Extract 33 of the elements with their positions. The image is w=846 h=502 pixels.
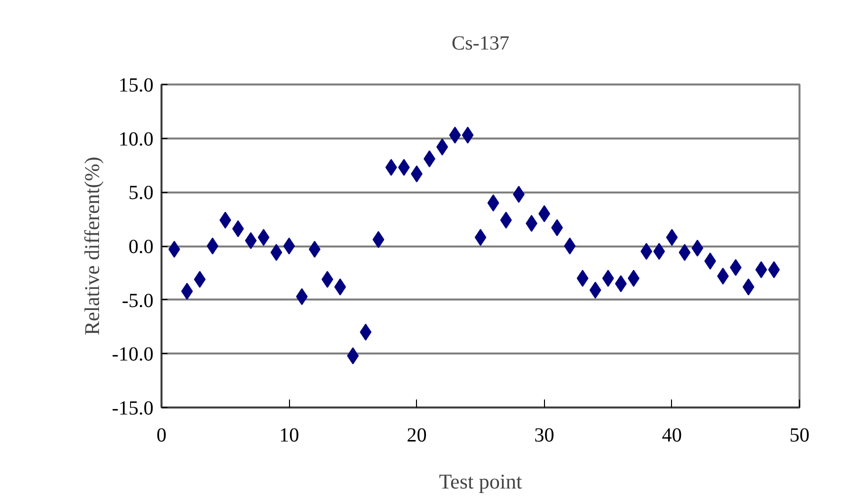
point bbox=[194, 270, 206, 288]
point bbox=[487, 194, 500, 212]
point bbox=[704, 252, 716, 270]
x-tick-label: 10 bbox=[279, 424, 300, 446]
point bbox=[755, 261, 768, 278]
point bbox=[512, 186, 525, 203]
point bbox=[206, 238, 218, 254]
y-tick-label: -5.0 bbox=[122, 290, 154, 312]
x-tick-label: 50 bbox=[790, 424, 810, 446]
x-tick-label: 30 bbox=[534, 424, 554, 446]
point bbox=[564, 238, 576, 254]
x-tick-label: 0 bbox=[156, 424, 166, 446]
y-tick-label: -15.0 bbox=[112, 398, 154, 420]
x-axis-title: Test point bbox=[438, 470, 522, 494]
y-tick-label: 0.0 bbox=[128, 236, 154, 258]
chart-title: Cs-137 bbox=[452, 32, 510, 54]
y-tick-label: -10.0 bbox=[112, 344, 154, 366]
point bbox=[385, 158, 398, 176]
x-tick-label: 40 bbox=[662, 424, 682, 446]
x-tick-label: 20 bbox=[406, 424, 427, 446]
point bbox=[168, 240, 180, 258]
point bbox=[244, 232, 257, 250]
y-tick-label: 5.0 bbox=[128, 182, 154, 204]
point bbox=[462, 126, 474, 144]
y-axis-title: Relative different(%) bbox=[80, 156, 104, 336]
point bbox=[219, 212, 232, 229]
point bbox=[410, 165, 423, 182]
point bbox=[730, 259, 742, 276]
y-tick-label: 15.0 bbox=[118, 74, 154, 96]
point bbox=[538, 205, 550, 222]
point bbox=[283, 238, 295, 254]
y-tick-label: 10.0 bbox=[118, 128, 154, 150]
point bbox=[436, 138, 448, 156]
